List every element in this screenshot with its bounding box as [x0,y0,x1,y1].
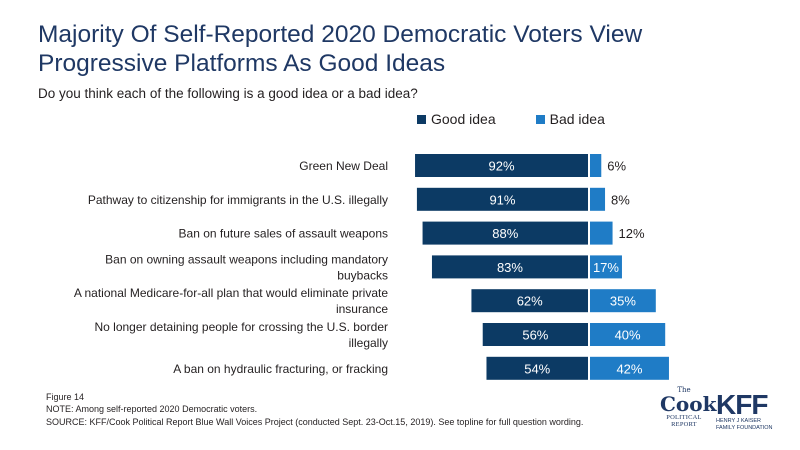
category-label: Ban on future sales of assault weapons [179,227,388,241]
bar-bad-idea [590,255,622,279]
bar-good-idea [415,154,588,177]
data-label-bad-idea: 6% [607,159,626,174]
chart-title: Majority Of Self-Reported 2020 Democrati… [38,20,738,78]
legend-label-bad: Bad idea [549,111,605,127]
bar-bad-idea [590,187,606,211]
data-label-good-idea: 54% [524,361,550,376]
bar-good-idea [482,323,588,346]
data-label-good-idea: 92% [489,159,515,174]
kff-logo: KFF HENRY J KAISER FAMILY FOUNDATION [716,389,788,431]
bar-bad-idea [590,323,666,346]
category-label: Ban on owning assault weapons including … [105,252,388,266]
data-label-bad-idea: 8% [611,192,630,207]
data-label-good-idea: 56% [522,328,548,343]
category-label: insurance [336,302,388,316]
figure-number: Figure 14 [46,392,85,402]
category-label: A national Medicare-for-all plan that wo… [74,286,388,300]
bar-bad-idea [590,154,602,177]
cook-logo-sub2: REPORT [671,421,697,428]
data-label-good-idea: 62% [517,294,543,309]
footnote: NOTE: Among self-reported 2020 Democrati… [46,404,258,414]
legend-label-good: Good idea [431,111,496,127]
kff-logo-sub1: HENRY J KAISER [716,418,762,424]
bar-good-idea [416,187,588,211]
chart-subtitle: Do you think each of the following is a … [38,86,418,101]
legend-item-bad: Bad idea [535,111,605,127]
bar-bad-idea [590,221,613,245]
cook-logo-the: The [677,386,691,394]
source-note: SOURCE: KFF/Cook Political Report Blue W… [46,417,584,427]
category-label: buybacks [337,268,388,282]
data-label-bad-idea: 12% [619,226,645,241]
category-label: illegally [349,336,388,350]
bar-bad-idea [590,356,669,380]
bar-good-idea [486,356,588,380]
data-label-good-idea: 83% [497,260,523,275]
legend-item-good: Good idea [417,111,496,127]
data-label-bad-idea: 40% [615,328,641,343]
legend-swatch-good [417,114,426,124]
category-label: Green New Deal [299,159,388,173]
chart-legend: Good idea Bad idea [417,111,645,127]
cook-logo-main: Cook [660,392,717,416]
cook-logo-sub1: POLITICAL [666,414,702,421]
bar-good-idea [431,255,588,279]
cook-political-report-logo: The Cook POLITICAL REPORT [660,386,717,438]
data-label-bad-idea: 17% [593,260,619,275]
category-label: Pathway to citizenship for immigrants in… [88,193,388,207]
bar-good-idea [471,289,588,313]
data-label-good-idea: 88% [492,226,518,241]
data-label-bad-idea: 42% [616,361,642,376]
legend-swatch-bad [535,114,545,124]
data-label-good-idea: 91% [489,192,515,207]
bar-bad-idea [590,289,656,313]
chart-title-line-1: Majority Of Self-Reported 2020 Democrati… [38,21,643,48]
bar-good-idea [422,221,588,245]
category-label: No longer detaining people for crossing … [94,320,388,334]
chart-title-line-2: Progressive Platforms As Good Ideas [38,50,446,77]
kff-logo-main: KFF [716,389,768,420]
data-label-bad-idea: 35% [610,294,636,309]
category-label: A ban on hydraulic fracturing, or fracki… [173,362,388,376]
kff-logo-sub2: FAMILY FOUNDATION [716,424,773,431]
